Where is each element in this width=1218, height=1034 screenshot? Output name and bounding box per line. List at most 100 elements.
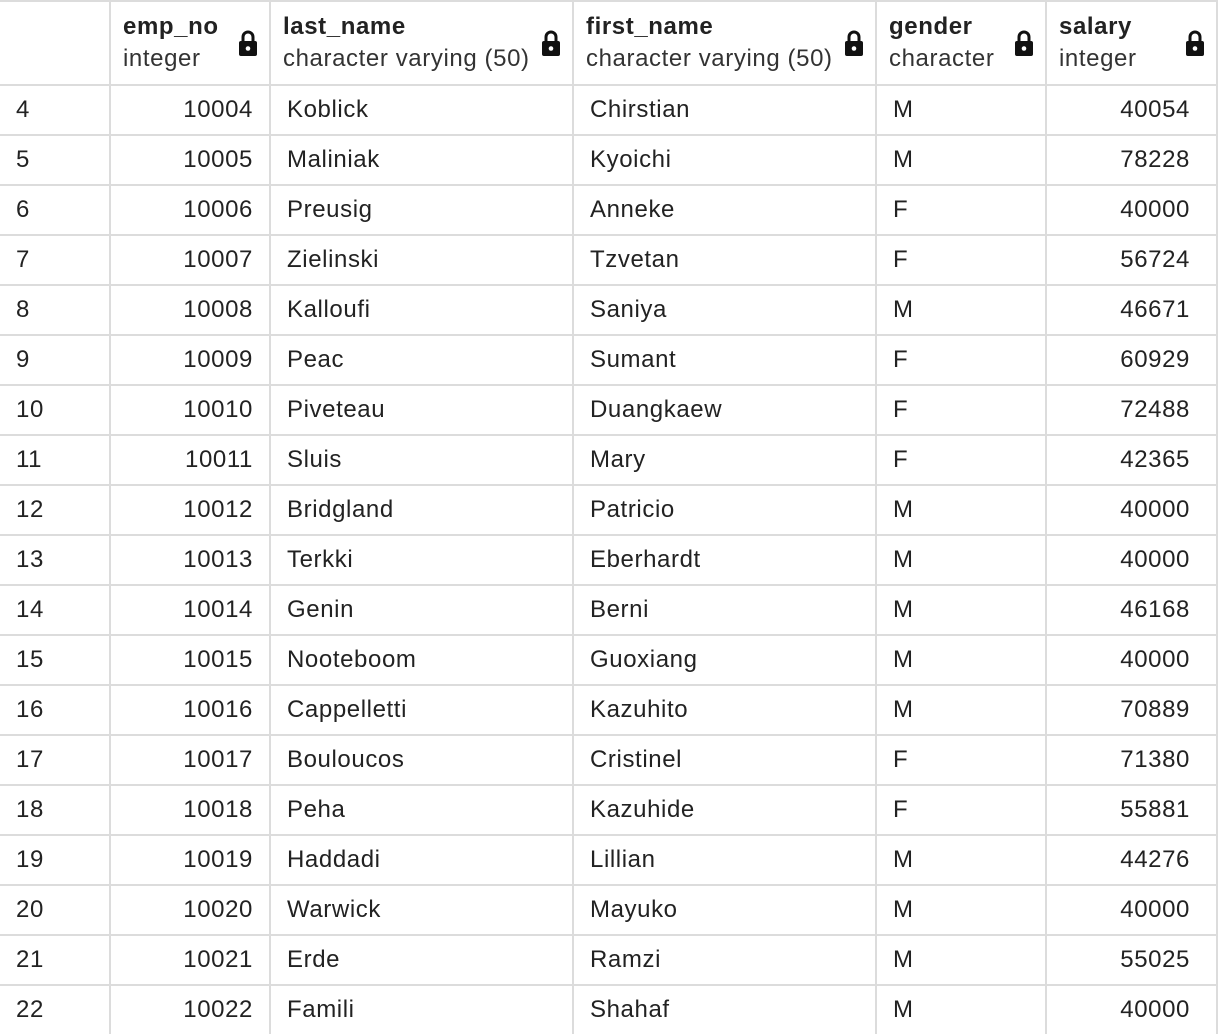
cell-emp-no[interactable]: 10022: [111, 986, 271, 1034]
cell-gender[interactable]: F: [877, 736, 1047, 784]
row-number-cell[interactable]: 5: [0, 136, 111, 184]
cell-last-name[interactable]: Koblick: [271, 86, 574, 134]
cell-emp-no[interactable]: 10006: [111, 186, 271, 234]
cell-salary[interactable]: 40000: [1047, 636, 1218, 684]
row-number-header[interactable]: [0, 2, 111, 84]
cell-salary[interactable]: 71380: [1047, 736, 1218, 784]
row-number-cell[interactable]: 14: [0, 586, 111, 634]
cell-salary[interactable]: 40054: [1047, 86, 1218, 134]
cell-salary[interactable]: 55025: [1047, 936, 1218, 984]
cell-first-name[interactable]: Shahaf: [574, 986, 877, 1034]
cell-first-name[interactable]: Anneke: [574, 186, 877, 234]
row-number-cell[interactable]: 22: [0, 986, 111, 1034]
cell-first-name[interactable]: Duangkaew: [574, 386, 877, 434]
cell-first-name[interactable]: Cristinel: [574, 736, 877, 784]
cell-last-name[interactable]: Warwick: [271, 886, 574, 934]
cell-gender[interactable]: F: [877, 386, 1047, 434]
table-row[interactable]: 10 10010 Piveteau Duangkaew F 72488: [0, 386, 1218, 436]
cell-first-name[interactable]: Berni: [574, 586, 877, 634]
row-number-cell[interactable]: 17: [0, 736, 111, 784]
cell-last-name[interactable]: Famili: [271, 986, 574, 1034]
row-number-cell[interactable]: 12: [0, 486, 111, 534]
cell-last-name[interactable]: Preusig: [271, 186, 574, 234]
cell-emp-no[interactable]: 10005: [111, 136, 271, 184]
cell-emp-no[interactable]: 10004: [111, 86, 271, 134]
cell-salary[interactable]: 40000: [1047, 186, 1218, 234]
cell-last-name[interactable]: Piveteau: [271, 386, 574, 434]
cell-first-name[interactable]: Kyoichi: [574, 136, 877, 184]
cell-gender[interactable]: M: [877, 286, 1047, 334]
table-row[interactable]: 12 10012 Bridgland Patricio M 40000: [0, 486, 1218, 536]
cell-gender[interactable]: F: [877, 436, 1047, 484]
row-number-cell[interactable]: 20: [0, 886, 111, 934]
cell-last-name[interactable]: Zielinski: [271, 236, 574, 284]
cell-gender[interactable]: M: [877, 986, 1047, 1034]
cell-first-name[interactable]: Tzvetan: [574, 236, 877, 284]
table-row[interactable]: 16 10016 Cappelletti Kazuhito M 70889: [0, 686, 1218, 736]
cell-gender[interactable]: M: [877, 886, 1047, 934]
table-row[interactable]: 6 10006 Preusig Anneke F 40000: [0, 186, 1218, 236]
row-number-cell[interactable]: 18: [0, 786, 111, 834]
row-number-cell[interactable]: 4: [0, 86, 111, 134]
cell-emp-no[interactable]: 10014: [111, 586, 271, 634]
table-row[interactable]: 8 10008 Kalloufi Saniya M 46671: [0, 286, 1218, 336]
cell-emp-no[interactable]: 10020: [111, 886, 271, 934]
cell-salary[interactable]: 42365: [1047, 436, 1218, 484]
cell-first-name[interactable]: Sumant: [574, 336, 877, 384]
cell-first-name[interactable]: Guoxiang: [574, 636, 877, 684]
cell-emp-no[interactable]: 10008: [111, 286, 271, 334]
cell-last-name[interactable]: Bridgland: [271, 486, 574, 534]
cell-first-name[interactable]: Chirstian: [574, 86, 877, 134]
cell-last-name[interactable]: Haddadi: [271, 836, 574, 884]
cell-salary[interactable]: 78228: [1047, 136, 1218, 184]
cell-gender[interactable]: M: [877, 636, 1047, 684]
row-number-cell[interactable]: 11: [0, 436, 111, 484]
cell-first-name[interactable]: Ramzi: [574, 936, 877, 984]
column-header-salary[interactable]: salary integer: [1047, 2, 1218, 84]
table-row[interactable]: 20 10020 Warwick Mayuko M 40000: [0, 886, 1218, 936]
cell-gender[interactable]: F: [877, 186, 1047, 234]
cell-salary[interactable]: 46671: [1047, 286, 1218, 334]
cell-first-name[interactable]: Mary: [574, 436, 877, 484]
table-row[interactable]: 11 10011 Sluis Mary F 42365: [0, 436, 1218, 486]
cell-emp-no[interactable]: 10016: [111, 686, 271, 734]
cell-gender[interactable]: M: [877, 586, 1047, 634]
cell-salary[interactable]: 44276: [1047, 836, 1218, 884]
row-number-cell[interactable]: 6: [0, 186, 111, 234]
cell-first-name[interactable]: Kazuhide: [574, 786, 877, 834]
row-number-cell[interactable]: 19: [0, 836, 111, 884]
cell-first-name[interactable]: Eberhardt: [574, 536, 877, 584]
row-number-cell[interactable]: 15: [0, 636, 111, 684]
cell-last-name[interactable]: Cappelletti: [271, 686, 574, 734]
cell-salary[interactable]: 40000: [1047, 886, 1218, 934]
cell-emp-no[interactable]: 10019: [111, 836, 271, 884]
table-row[interactable]: 15 10015 Nooteboom Guoxiang M 40000: [0, 636, 1218, 686]
cell-emp-no[interactable]: 10011: [111, 436, 271, 484]
cell-first-name[interactable]: Mayuko: [574, 886, 877, 934]
cell-emp-no[interactable]: 10021: [111, 936, 271, 984]
cell-last-name[interactable]: Kalloufi: [271, 286, 574, 334]
cell-salary[interactable]: 70889: [1047, 686, 1218, 734]
cell-last-name[interactable]: Terkki: [271, 536, 574, 584]
cell-emp-no[interactable]: 10010: [111, 386, 271, 434]
cell-gender[interactable]: M: [877, 936, 1047, 984]
cell-salary[interactable]: 40000: [1047, 486, 1218, 534]
table-row[interactable]: 19 10019 Haddadi Lillian M 44276: [0, 836, 1218, 886]
table-row[interactable]: 5 10005 Maliniak Kyoichi M 78228: [0, 136, 1218, 186]
cell-last-name[interactable]: Sluis: [271, 436, 574, 484]
cell-last-name[interactable]: Nooteboom: [271, 636, 574, 684]
row-number-cell[interactable]: 7: [0, 236, 111, 284]
column-header-gender[interactable]: gender character: [877, 2, 1047, 84]
row-number-cell[interactable]: 16: [0, 686, 111, 734]
cell-salary[interactable]: 55881: [1047, 786, 1218, 834]
cell-gender[interactable]: M: [877, 86, 1047, 134]
cell-emp-no[interactable]: 10015: [111, 636, 271, 684]
table-row[interactable]: 18 10018 Peha Kazuhide F 55881: [0, 786, 1218, 836]
cell-salary[interactable]: 56724: [1047, 236, 1218, 284]
column-header-last-name[interactable]: last_name character varying (50): [271, 2, 574, 84]
cell-emp-no[interactable]: 10017: [111, 736, 271, 784]
cell-emp-no[interactable]: 10013: [111, 536, 271, 584]
table-row[interactable]: 13 10013 Terkki Eberhardt M 40000: [0, 536, 1218, 586]
table-row[interactable]: 21 10021 Erde Ramzi M 55025: [0, 936, 1218, 986]
cell-first-name[interactable]: Saniya: [574, 286, 877, 334]
